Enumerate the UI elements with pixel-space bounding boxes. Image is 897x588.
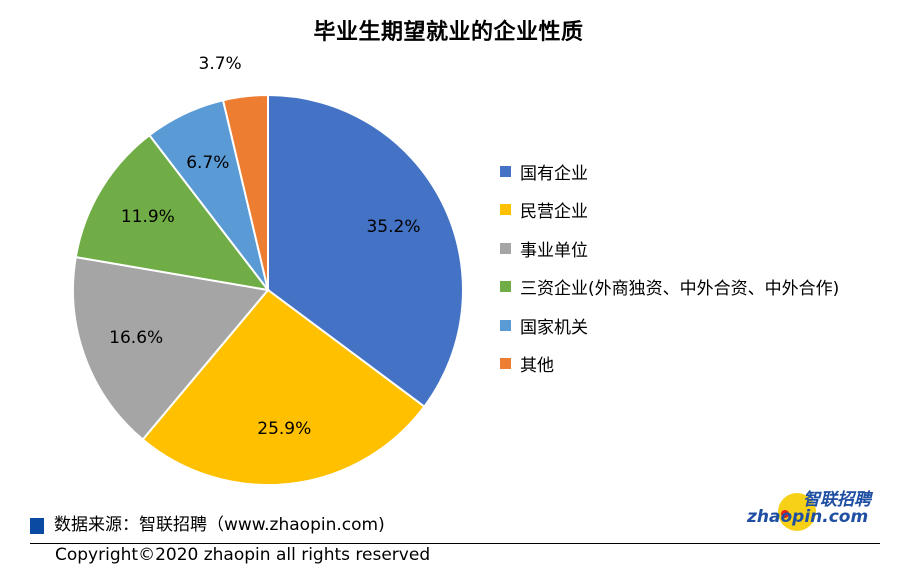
legend-item: 国家机关 [500,306,839,345]
slice-label: 3.7% [198,53,242,74]
pie-slice [72,255,270,441]
bullet-square-icon [30,517,44,534]
legend-item: 其他 [500,345,839,384]
legend-swatch-icon [500,281,511,293]
pie-slice [141,288,426,486]
slice-label: 25.9% [257,419,312,440]
legend-swatch-icon [500,204,511,216]
zhaopin-logo-icon: 智联招聘 zhaopin.com [746,490,874,531]
footer-divider [30,543,880,544]
svg-text:zhaopin.com: zhaopin.com [746,507,868,527]
chart-title: 毕业生期望就业的企业性质 [313,20,584,45]
legend-swatch-icon [500,165,511,177]
legend-swatch-icon [500,319,511,331]
legend-item: 国有企业 [500,152,839,191]
slice-label: 35.2% [366,217,421,238]
legend-swatch-icon [500,358,511,370]
slice-label: 11.9% [120,207,175,228]
pie-slice [74,133,271,292]
legend-item: 事业单位 [500,229,839,268]
slice-label: 16.6% [109,328,164,349]
legend-item: 三资企业(外商独资、中外合资、中外合作) [500,268,839,307]
pie-slice [221,93,269,291]
svg-text:智联招聘: 智联招聘 [803,490,874,510]
data-source: 数据来源：智联招聘（www.zhaopin.com) [30,510,385,535]
pie-slice [267,93,464,408]
legend-swatch-icon [500,242,511,254]
slice-label: 6.7% [186,153,230,174]
legend: 国有企业 民营企业 事业单位 三资企业(外商独资、中外合资、中外合作) 国家机关… [500,152,839,383]
legend-item: 民营企业 [500,191,839,230]
copyright: Copyright©2020 zhaopin all rights reserv… [55,545,431,565]
